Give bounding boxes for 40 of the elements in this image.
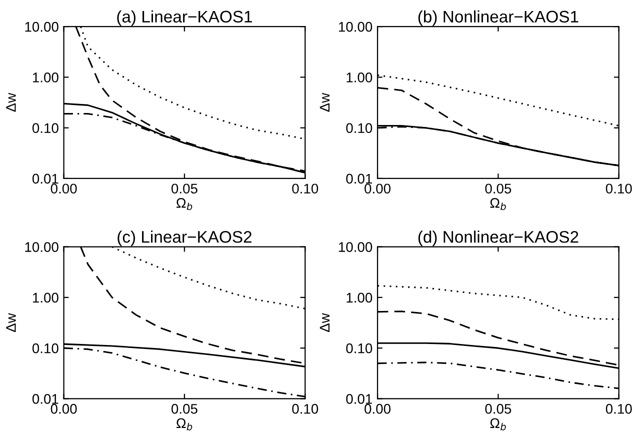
y-tick-label: 1.00 — [32, 72, 58, 82]
x-tick-label: 0.00 — [50, 184, 77, 194]
y-tick-label: 0.01 — [32, 174, 58, 184]
y-tick-label: 1.00 — [346, 72, 372, 82]
y-axis-title: Δw — [6, 92, 16, 112]
x-tick-label: 0.10 — [606, 404, 632, 414]
x-tick-label: 0.00 — [364, 404, 391, 414]
y-tick-label: 0.01 — [346, 174, 372, 184]
chart-title: (d) Nonlinear−KAOS2 — [418, 230, 578, 246]
x-tick-label: 0.05 — [485, 404, 512, 414]
y-axis-title: Δw — [320, 313, 330, 332]
x-axis-title: Ω$_{b}$ — [176, 198, 192, 210]
y-tick-label: 10.00 — [25, 22, 58, 32]
y-tick-label: 0.10 — [346, 123, 372, 134]
y-tick-label: 10.00 — [338, 242, 372, 252]
chart-title: (b) Nonlinear−KAOS1 — [418, 10, 578, 26]
x-tick-label: 0.05 — [171, 404, 198, 414]
x-axis-title: Ω$_{b}$ — [490, 418, 506, 430]
x-tick-label: 0.05 — [171, 184, 198, 194]
x-tick-label: 0.00 — [364, 184, 391, 194]
x-axis-title: Ω$_{b}$ — [176, 418, 192, 430]
y-tick-label: 1.00 — [32, 292, 58, 303]
y-tick-label: 10.00 — [25, 242, 58, 252]
x-tick-label: 0.10 — [606, 184, 632, 194]
x-tick-label: 0.10 — [292, 184, 318, 194]
chart-title: (a) Linear−KAOS1 — [117, 10, 252, 26]
x-tick-label: 0.10 — [292, 404, 318, 414]
x-tick-label: 0.00 — [50, 404, 77, 414]
y-tick-label: 10.00 — [338, 22, 372, 32]
x-tick-label: 0.05 — [485, 184, 512, 194]
y-tick-label: 0.01 — [346, 394, 372, 404]
y-tick-label: 0.10 — [346, 343, 372, 354]
y-tick-label: 0.10 — [32, 123, 58, 134]
y-tick-label: 0.01 — [32, 394, 58, 404]
y-tick-label: 0.10 — [32, 343, 58, 354]
y-axis-title: Δw — [6, 313, 16, 332]
y-axis-title: Δw — [320, 92, 330, 112]
x-axis-title: Ω$_{b}$ — [490, 198, 506, 210]
chart-title: (c) Linear−KAOS2 — [118, 230, 252, 246]
y-tick-label: 1.00 — [346, 292, 372, 303]
